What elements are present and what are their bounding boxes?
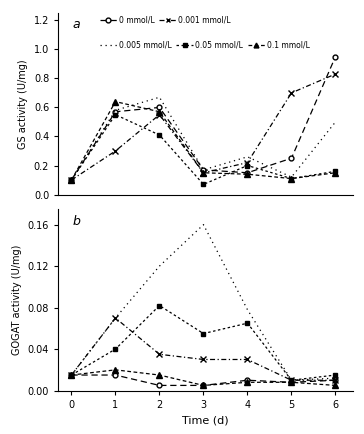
- Y-axis label: GOGAT activity (U/mg): GOGAT activity (U/mg): [12, 245, 22, 355]
- Text: b: b: [73, 214, 81, 227]
- Text: a: a: [73, 19, 80, 32]
- X-axis label: Time (d): Time (d): [182, 415, 229, 425]
- Y-axis label: GS activity (U/mg): GS activity (U/mg): [18, 59, 28, 148]
- Legend: 0.005 mmol/L, 0.05 mmol/L, 0.1 mmol/L: 0.005 mmol/L, 0.05 mmol/L, 0.1 mmol/L: [98, 39, 312, 52]
